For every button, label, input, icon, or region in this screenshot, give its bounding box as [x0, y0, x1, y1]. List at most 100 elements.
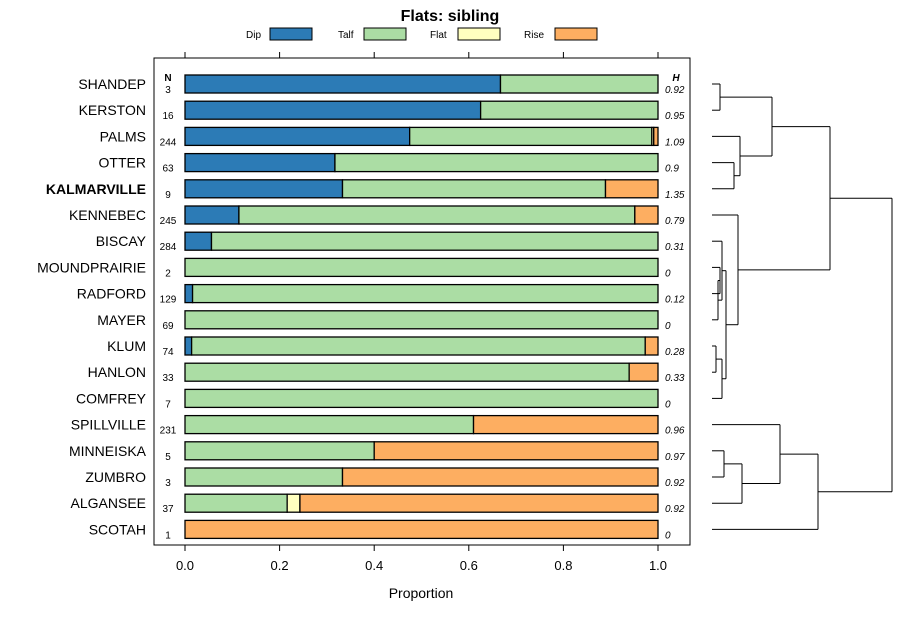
category-label-algansee: ALGANSEE [71, 495, 146, 511]
bar-segment-rise-spillville [472, 414, 659, 435]
x-tick-label-0.0: 0.0 [176, 558, 194, 573]
h-value-zumbro: 0.92 [665, 478, 685, 489]
bar-segment-dip-radford [184, 283, 194, 304]
bar-segment-rise-palms [653, 126, 659, 147]
h-value-shandep: 0.92 [665, 85, 685, 96]
category-label-minneiska: MINNEISKA [69, 443, 147, 459]
bar-segment-dip-kennebec [184, 205, 240, 225]
h-value-otter: 0.9 [665, 164, 679, 175]
h-value-palms: 1.09 [665, 137, 685, 148]
bar-segment-talf-comfrey [184, 388, 659, 409]
category-label-palms: PALMS [100, 128, 146, 144]
bar-segment-talf-zumbro [184, 467, 344, 487]
category-label-zumbro: ZUMBRO [85, 469, 146, 485]
h-value-spillville: 0.96 [665, 426, 685, 437]
bar-segment-rise-kennebec [634, 205, 659, 225]
h-value-minneiska: 0.97 [665, 452, 685, 463]
legend-swatch-flat [457, 27, 501, 41]
n-value-mayer: 69 [162, 321, 174, 332]
n-value-moundprairie: 2 [165, 268, 171, 279]
n-value-zumbro: 3 [165, 478, 171, 489]
bar-segment-talf-otter [334, 152, 659, 173]
n-value-algansee: 37 [162, 504, 174, 515]
n-column-header: N [164, 73, 171, 84]
bar-segment-rise-scotah [184, 519, 659, 540]
plot-frame [153, 57, 691, 546]
n-value-scotah: 1 [165, 530, 171, 541]
category-label-scotah: SCOTAH [89, 521, 146, 537]
x-tick-label-1.0: 1.0 [649, 558, 667, 573]
dendrogram [712, 83, 893, 530]
n-value-kennebec: 245 [160, 216, 177, 227]
bar-segment-dip-shandep [184, 74, 502, 94]
bar-segment-dip-kalmarville [184, 179, 344, 199]
h-value-comfrey: 0 [665, 399, 671, 410]
legend-swatch-rise [554, 27, 598, 41]
bar-segment-flat-algansee [286, 493, 301, 513]
n-value-klum: 74 [162, 347, 174, 358]
bar-segment-talf-spillville [184, 414, 475, 435]
x-tick-label-0.2: 0.2 [271, 558, 289, 573]
category-label-otter: OTTER [99, 155, 146, 171]
n-value-spillville: 231 [160, 426, 177, 437]
category-label-comfrey: COMFREY [76, 390, 147, 406]
bar-segment-talf-kalmarville [341, 179, 607, 199]
bar-segment-dip-biscay [184, 231, 213, 251]
category-label-klum: KLUM [107, 338, 146, 354]
n-value-comfrey: 7 [165, 399, 171, 410]
category-label-hanlon: HANLON [88, 364, 146, 380]
x-tick-label-0.8: 0.8 [554, 558, 572, 573]
category-label-shandep: SHANDEP [78, 76, 146, 92]
legend-label-dip: Dip [246, 30, 261, 41]
bar-segment-rise-algansee [299, 493, 659, 513]
n-value-otter: 63 [162, 164, 174, 175]
bar-segment-talf-algansee [184, 493, 288, 513]
h-column-header: H [672, 73, 680, 84]
bar-segment-rise-kalmarville [604, 179, 659, 199]
h-value-kalmarville: 1.35 [665, 190, 685, 201]
bar-segment-dip-otter [184, 152, 336, 173]
legend-label-talf: Talf [338, 30, 354, 41]
n-value-kalmarville: 9 [165, 190, 171, 201]
category-label-kennebec: KENNEBEC [69, 207, 146, 223]
chart-title: Flats: sibling [401, 8, 500, 25]
category-label-radford: RADFORD [77, 286, 146, 302]
bar-segment-talf-palms [409, 126, 653, 147]
x-tick-label-0.4: 0.4 [365, 558, 383, 573]
legend-swatch-dip [269, 27, 313, 41]
category-label-biscay: BISCAY [96, 233, 147, 249]
category-label-kalmarville: KALMARVILLE [46, 181, 146, 197]
n-value-shandep: 3 [165, 85, 171, 96]
h-value-kerston: 0.95 [665, 111, 685, 122]
h-value-mayer: 0 [665, 321, 671, 332]
bar-segment-rise-zumbro [341, 467, 659, 487]
bar-segment-dip-kerston [184, 100, 482, 120]
x-tick-label-0.6: 0.6 [460, 558, 478, 573]
legend: Dip Talf Flat Rise [246, 27, 598, 41]
bar-segment-talf-hanlon [184, 362, 630, 382]
h-value-moundprairie: 0 [665, 268, 671, 279]
h-value-klum: 0.28 [665, 347, 685, 358]
bar-segment-talf-radford [191, 283, 659, 304]
bar-segment-dip-palms [184, 126, 411, 147]
bar-segment-talf-moundprairie [184, 257, 659, 278]
category-label-spillville: SPILLVILLE [71, 417, 146, 433]
bar-segment-talf-klum [190, 336, 646, 356]
legend-label-rise: Rise [524, 30, 544, 41]
category-label-kerston: KERSTON [79, 102, 146, 118]
n-value-hanlon: 33 [162, 373, 174, 384]
bar-segment-talf-minneiska [184, 441, 375, 461]
n-value-biscay: 284 [160, 242, 177, 253]
bar-segment-talf-kennebec [238, 205, 636, 225]
bar-segment-talf-mayer [184, 310, 659, 330]
x-axis-label: Proportion [389, 585, 454, 601]
bar-segment-talf-shandep [499, 74, 659, 94]
bar-segment-dip-klum [184, 336, 193, 356]
bar-segment-talf-kerston [479, 100, 659, 120]
n-value-radford: 129 [160, 295, 177, 306]
n-value-kerston: 16 [162, 111, 174, 122]
bar-segment-rise-hanlon [628, 362, 659, 382]
h-value-radford: 0.12 [665, 295, 685, 306]
